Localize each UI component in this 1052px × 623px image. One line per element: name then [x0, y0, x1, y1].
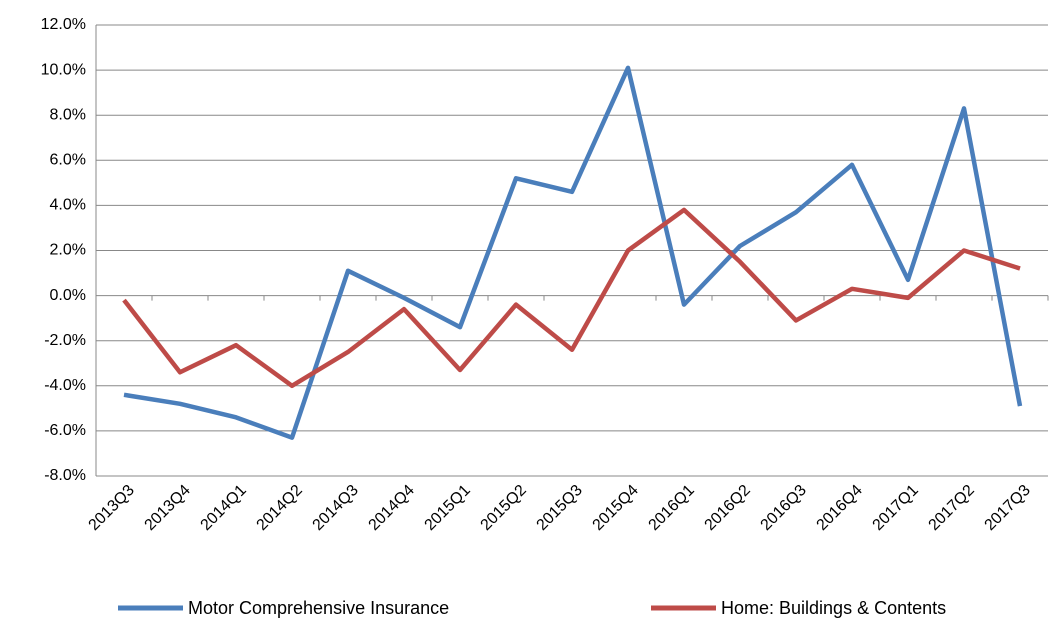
legend-label: Motor Comprehensive Insurance — [188, 598, 449, 618]
x-tick-label: 2013Q4 — [142, 482, 194, 534]
y-tick-label: -4.0% — [44, 377, 86, 394]
y-tick-label: 0.0% — [50, 287, 86, 304]
y-tick-label: -6.0% — [44, 422, 86, 439]
x-tick-label: 2015Q2 — [478, 482, 530, 534]
series-line — [122, 207, 1021, 389]
x-tick-label: 2014Q1 — [198, 482, 250, 534]
x-tick-label: 2015Q3 — [534, 482, 586, 534]
x-tick-label: 2016Q1 — [646, 482, 698, 534]
x-tick-label: 2014Q2 — [254, 482, 306, 534]
x-tick-label: 2013Q3 — [86, 482, 138, 534]
y-tick-label: 10.0% — [41, 61, 86, 78]
x-tick-label: 2015Q4 — [590, 482, 642, 534]
x-tick-label: 2016Q4 — [814, 482, 866, 534]
x-tick-label: 2014Q4 — [366, 482, 418, 534]
y-tick-label: 6.0% — [50, 152, 86, 169]
x-tick-label: 2014Q3 — [310, 482, 362, 534]
x-tick-label: 2016Q3 — [758, 482, 810, 534]
y-tick-label: 4.0% — [50, 197, 86, 214]
y-tick-label: 12.0% — [41, 16, 86, 33]
x-tick-label: 2015Q1 — [422, 482, 474, 534]
series-line — [123, 65, 1023, 440]
y-tick-label: -2.0% — [44, 332, 86, 349]
x-tick-label: 2016Q2 — [702, 482, 754, 534]
x-tick-label: 2017Q1 — [870, 482, 922, 534]
y-tick-label: 8.0% — [50, 106, 86, 123]
y-tick-label: -8.0% — [44, 467, 86, 484]
legend-label: Home: Buildings & Contents — [721, 598, 946, 618]
x-tick-label: 2017Q2 — [926, 482, 978, 534]
y-tick-label: 2.0% — [50, 242, 86, 259]
x-tick-label: 2017Q3 — [982, 482, 1034, 534]
